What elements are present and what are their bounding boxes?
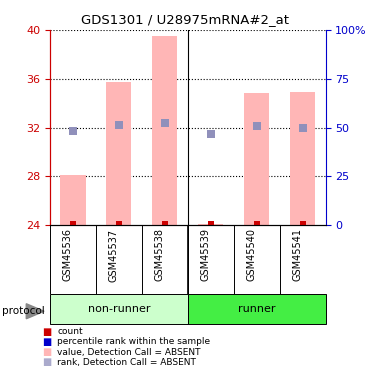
Bar [106, 82, 131, 225]
Text: rank, Detection Call = ABSENT: rank, Detection Call = ABSENT [57, 358, 196, 367]
Text: GSM45538: GSM45538 [155, 228, 165, 282]
Text: value, Detection Call = ABSENT: value, Detection Call = ABSENT [57, 348, 201, 357]
Point [254, 221, 260, 227]
Text: GSM45539: GSM45539 [201, 228, 211, 282]
Text: runner: runner [238, 304, 275, 314]
Point [208, 221, 214, 227]
Point [162, 221, 168, 227]
Point [300, 221, 306, 227]
Text: ■: ■ [43, 337, 52, 347]
Text: ■: ■ [43, 327, 52, 337]
Text: non-runner: non-runner [88, 304, 150, 314]
Text: ■: ■ [43, 347, 52, 357]
Point [116, 122, 122, 128]
Text: percentile rank within the sample: percentile rank within the sample [57, 338, 211, 346]
Point [116, 221, 122, 227]
Bar [198, 224, 223, 225]
Point [162, 120, 168, 126]
Point [208, 130, 214, 136]
Point [300, 124, 306, 130]
Text: ■: ■ [43, 357, 52, 367]
Text: GSM45541: GSM45541 [293, 228, 303, 282]
Text: protocol: protocol [2, 306, 45, 315]
Text: GSM45540: GSM45540 [247, 228, 257, 282]
Point [254, 123, 260, 129]
Bar [188, 294, 326, 324]
Text: GSM45536: GSM45536 [63, 228, 73, 282]
Point [70, 128, 76, 134]
Bar [244, 93, 269, 225]
Text: GSM45537: GSM45537 [109, 228, 119, 282]
Text: GDS1301 / U28975mRNA#2_at: GDS1301 / U28975mRNA#2_at [81, 13, 289, 26]
Bar [50, 294, 188, 324]
Point [70, 221, 76, 227]
Text: count: count [57, 327, 83, 336]
Bar [60, 175, 85, 225]
Bar [290, 92, 315, 225]
Bar [152, 36, 178, 225]
Polygon shape [26, 304, 44, 319]
